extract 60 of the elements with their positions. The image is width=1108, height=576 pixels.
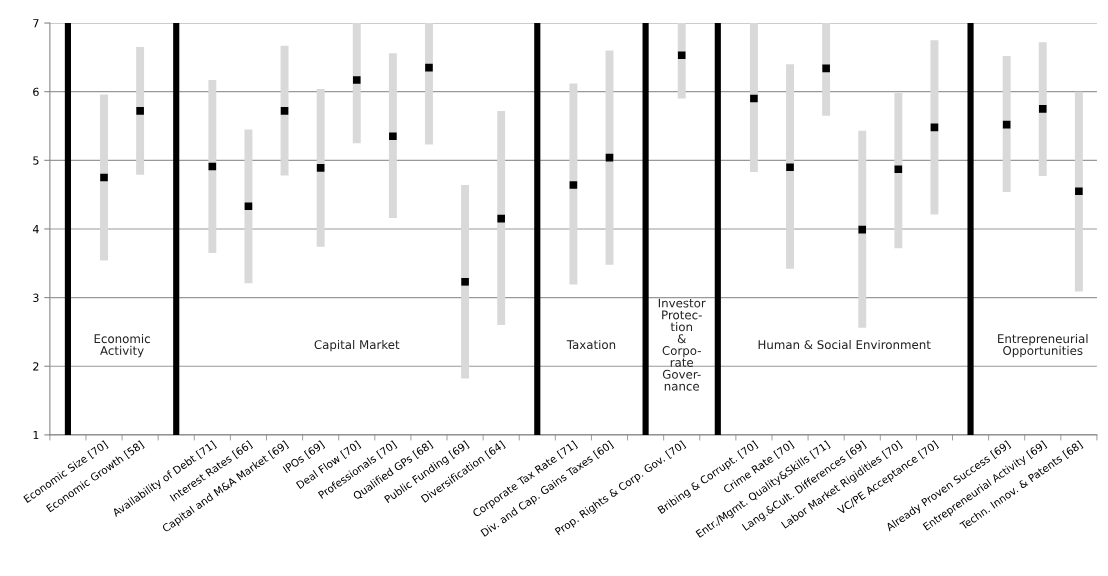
y-tick-label: 6 (33, 87, 39, 97)
point (1075, 187, 1083, 196)
bar (64, 23, 71, 435)
point (100, 173, 108, 182)
bar (569, 83, 578, 285)
point (425, 63, 433, 72)
y-tick-label: 2 (33, 362, 39, 371)
bar (497, 110, 506, 326)
point (136, 107, 144, 115)
bar (1074, 91, 1083, 292)
bar (822, 23, 831, 116)
bar (244, 129, 253, 284)
bar (930, 40, 939, 215)
bar (388, 53, 397, 218)
bar (1038, 42, 1047, 177)
y-tick-label: 7 (33, 19, 39, 28)
bar (352, 23, 361, 144)
point (822, 64, 830, 73)
y-tick-label: 4 (32, 225, 39, 234)
bar (714, 23, 721, 435)
point (786, 163, 794, 171)
y-tick-label: 1 (33, 431, 39, 440)
bar (136, 47, 145, 175)
bar (425, 23, 433, 145)
bar (100, 94, 108, 261)
bar (749, 23, 758, 172)
bar (677, 23, 686, 99)
point (677, 51, 686, 60)
point (1038, 105, 1047, 113)
annotation: Capital Market (314, 339, 400, 352)
point (569, 181, 578, 189)
bar (534, 23, 541, 435)
bar (894, 93, 903, 249)
bar (208, 80, 217, 253)
bar (642, 23, 649, 435)
point (389, 132, 397, 141)
y-tick-label: 3 (33, 293, 39, 302)
bar (316, 88, 325, 247)
bar (858, 130, 867, 328)
point (750, 94, 758, 103)
y-tick-label: 5 (33, 156, 39, 165)
point (461, 278, 469, 286)
bar (786, 64, 794, 269)
annotation: Economic Activity (94, 334, 150, 358)
point (352, 76, 361, 84)
annotation: Human & Social Environment (758, 339, 931, 350)
bar (461, 185, 470, 379)
point (280, 107, 289, 115)
annotation: Entrepreneurial Opportunities (998, 334, 1088, 358)
point (894, 165, 903, 174)
bar (605, 50, 614, 265)
bar (173, 23, 180, 435)
point (497, 214, 505, 223)
point (858, 225, 867, 234)
bar (967, 23, 974, 435)
bar (1002, 55, 1011, 192)
annotation: Investor Protec- tion & Corpo- rate Gover- nance (658, 298, 706, 391)
bar (280, 45, 289, 176)
annotation: Taxation (566, 339, 616, 350)
point (316, 164, 325, 172)
